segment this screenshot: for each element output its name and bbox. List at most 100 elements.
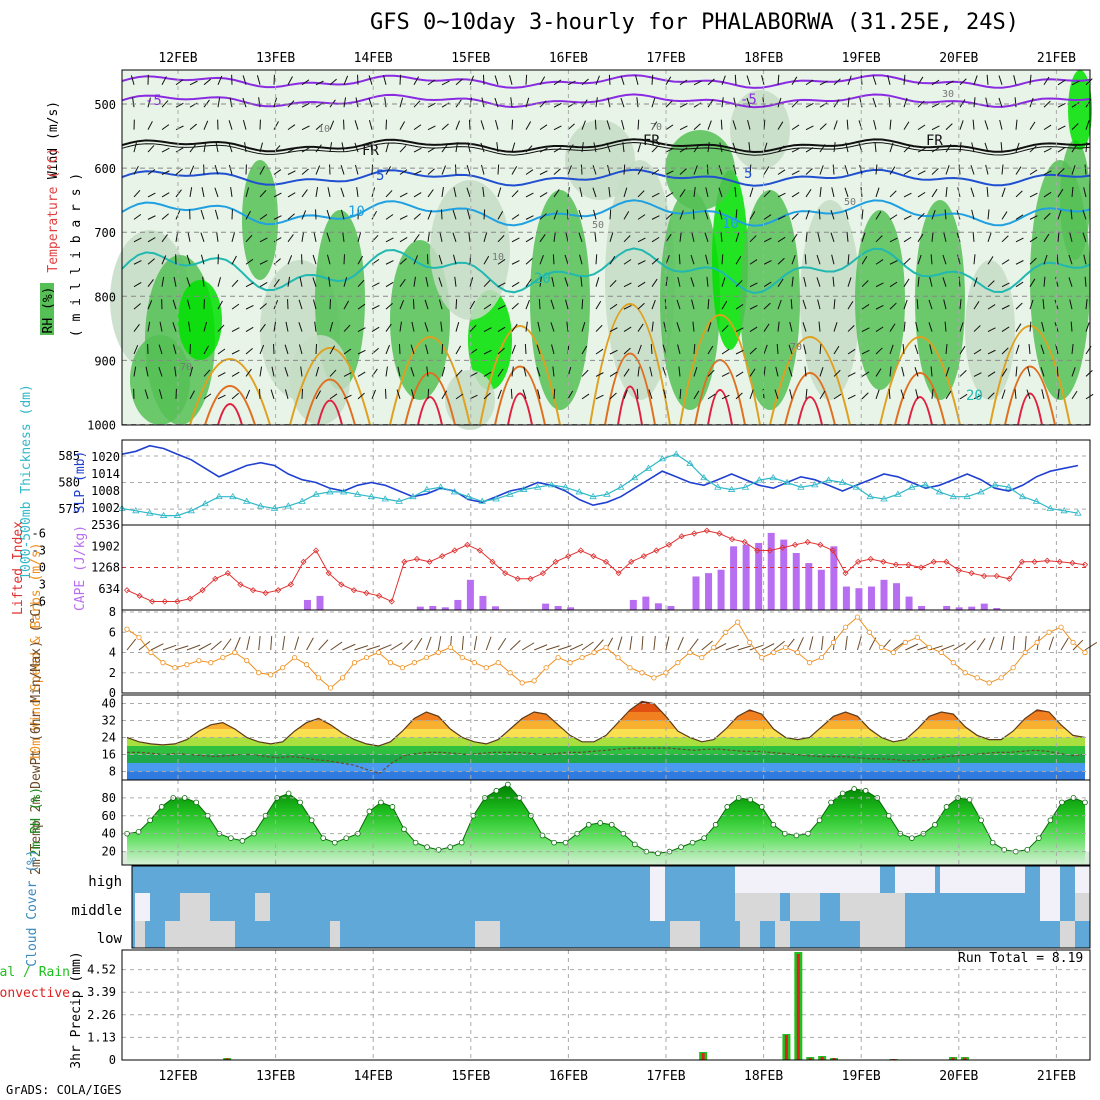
cloud-patch bbox=[740, 921, 760, 948]
thickness-point bbox=[1032, 497, 1041, 504]
wind-barb bbox=[340, 209, 345, 220]
rh-point bbox=[793, 832, 800, 839]
wind-barb-10m bbox=[186, 644, 201, 651]
rh-point bbox=[701, 835, 707, 841]
temp-contour-35 bbox=[617, 385, 643, 426]
wind-speed-point bbox=[687, 649, 693, 656]
rh-point bbox=[505, 781, 511, 788]
wind-barb bbox=[539, 170, 548, 175]
wind-barb bbox=[1040, 344, 1045, 355]
rh-point bbox=[909, 835, 915, 841]
rh-point bbox=[239, 838, 246, 844]
wind-barb bbox=[847, 348, 856, 355]
wind-barb bbox=[931, 168, 939, 175]
temp-tick-label: 16 bbox=[102, 748, 116, 762]
wind-barb bbox=[1029, 74, 1032, 85]
wind-barb bbox=[511, 237, 520, 243]
wind-barb bbox=[677, 344, 681, 355]
wind-barb bbox=[973, 372, 982, 377]
lifted-index-point bbox=[489, 558, 496, 565]
wind-barb bbox=[1057, 388, 1060, 399]
cape-bar bbox=[980, 603, 988, 610]
wind-barb bbox=[161, 234, 168, 243]
rh-point bbox=[297, 799, 303, 806]
contour-label: -5 bbox=[740, 92, 757, 108]
wind-barb bbox=[651, 278, 658, 287]
wind-barb bbox=[931, 188, 938, 198]
wind-barb bbox=[973, 97, 976, 108]
wind-barb bbox=[721, 372, 730, 377]
wind-barb bbox=[245, 258, 254, 265]
wind-barb bbox=[385, 366, 388, 377]
wind-barb-10m bbox=[174, 645, 189, 651]
wind-barb bbox=[1057, 103, 1066, 108]
wind-barb bbox=[1068, 277, 1073, 287]
wind-barb bbox=[161, 170, 170, 175]
wind-barb bbox=[315, 343, 318, 355]
wind-barb bbox=[1015, 237, 1024, 243]
wind-barb bbox=[385, 281, 394, 288]
wind-barb bbox=[217, 75, 223, 85]
wind-barb bbox=[777, 299, 782, 310]
wind-barb bbox=[1015, 166, 1022, 175]
wind-barb-10m bbox=[138, 640, 151, 651]
wind-axis-label: 10m Wind Speed & Barbs (m/s) bbox=[29, 542, 44, 761]
wind-barb bbox=[1028, 344, 1031, 355]
wind-speed-point bbox=[771, 649, 777, 656]
rh-point bbox=[816, 817, 823, 824]
wind-barb bbox=[692, 321, 695, 332]
wind-barb bbox=[315, 144, 322, 153]
wind-speed-point bbox=[783, 644, 789, 651]
wind-barb bbox=[818, 209, 821, 220]
wind-barb bbox=[427, 102, 436, 108]
rh-contour-label: 50 bbox=[592, 220, 604, 231]
wind-barb bbox=[259, 166, 265, 175]
wind-barb bbox=[735, 232, 740, 242]
wind-barb bbox=[777, 74, 780, 85]
wind-barb bbox=[889, 119, 892, 130]
wind-barb bbox=[637, 190, 645, 198]
wind-barb bbox=[915, 389, 919, 399]
wind-barb bbox=[203, 321, 208, 332]
wind-barb bbox=[396, 389, 401, 400]
wind-barb bbox=[875, 304, 884, 310]
wind-barb bbox=[343, 394, 352, 400]
rh-contour-label: 30 bbox=[942, 89, 954, 100]
contour-label: 10 bbox=[348, 204, 365, 220]
cape-bar bbox=[642, 596, 650, 610]
thickness-point bbox=[339, 488, 348, 495]
wind-barb bbox=[133, 303, 141, 310]
wind-barb-10m bbox=[306, 637, 314, 651]
cape-bar bbox=[491, 606, 499, 610]
wind-speed-point bbox=[256, 670, 262, 676]
rh-point bbox=[493, 787, 500, 794]
wind-speed-point bbox=[244, 658, 250, 664]
wind-barb bbox=[986, 74, 989, 85]
wind-barb bbox=[455, 99, 462, 108]
wind-barb bbox=[202, 276, 205, 287]
wind-barb bbox=[875, 164, 878, 175]
wind-barb bbox=[384, 388, 387, 399]
x-tick-label-top: 15FEB bbox=[451, 51, 490, 66]
wind-barb bbox=[1071, 123, 1079, 130]
thickness-point bbox=[824, 476, 833, 483]
cloud-patch bbox=[670, 921, 700, 948]
wind-barb bbox=[805, 168, 813, 175]
thickness-point bbox=[852, 483, 861, 490]
wind-barb bbox=[1071, 102, 1080, 108]
wind-barb bbox=[480, 142, 485, 153]
wind-barb bbox=[427, 125, 436, 131]
thickness-point bbox=[506, 490, 514, 497]
wind-barb bbox=[399, 278, 406, 287]
cape-bar bbox=[943, 605, 951, 610]
temp-contour-30 bbox=[204, 385, 256, 426]
wind-barb-10m bbox=[809, 636, 814, 651]
wind-barb bbox=[1000, 142, 1003, 153]
wind-speed-point bbox=[986, 680, 992, 686]
wind-barb bbox=[427, 168, 435, 175]
wind-speed-point bbox=[615, 654, 621, 661]
wind-barb bbox=[147, 215, 156, 220]
wind-barb bbox=[959, 78, 967, 86]
wind-barb bbox=[819, 186, 822, 198]
x-tick-label-top: 16FEB bbox=[549, 51, 588, 66]
